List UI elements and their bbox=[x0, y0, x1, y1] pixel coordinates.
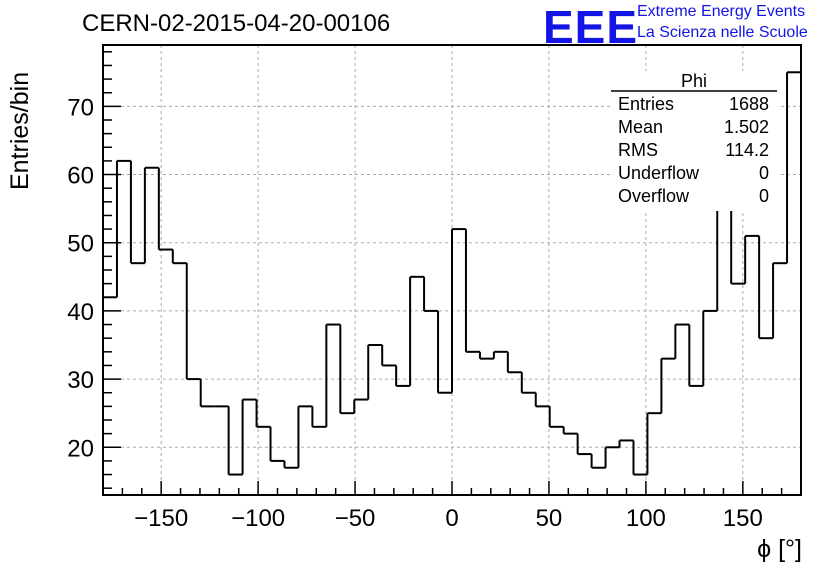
y-tick-label: 20 bbox=[67, 435, 94, 462]
x-axis-label: ϕ [°] bbox=[757, 535, 802, 563]
stats-label: RMS bbox=[618, 140, 658, 160]
axis-ticks bbox=[103, 51, 783, 495]
y-axis-label: Entries/bin bbox=[6, 71, 34, 190]
x-tick-label: −50 bbox=[335, 505, 376, 532]
x-tick-label: 100 bbox=[626, 505, 666, 532]
eee-subtitle-line2: La Scienza nelle Scuole bbox=[637, 24, 808, 41]
eee-logo: EEE bbox=[543, 1, 639, 53]
stats-value: 1688 bbox=[729, 94, 769, 114]
stats-title: Phi bbox=[681, 71, 707, 91]
y-tick-label: 60 bbox=[67, 163, 94, 190]
y-tick-label: 50 bbox=[67, 231, 94, 258]
histogram-series bbox=[103, 71, 801, 476]
stats-value: 0 bbox=[759, 163, 769, 183]
x-tick-label: 0 bbox=[445, 505, 458, 532]
stats-value: 0 bbox=[759, 186, 769, 206]
y-axis-label-box: Entries/bin bbox=[6, 40, 36, 190]
x-tick-label: −150 bbox=[134, 505, 188, 532]
tick-labels: −150 −100 −50 0 50 100 150 20 30 40 50 60 70 bbox=[67, 94, 763, 532]
run-title: CERN-02-2015-04-20-00106 bbox=[82, 10, 391, 37]
stats-label: Overflow bbox=[618, 186, 690, 206]
x-tick-label: 150 bbox=[723, 505, 763, 532]
x-tick-label: 50 bbox=[536, 505, 563, 532]
stats-label: Mean bbox=[618, 117, 663, 137]
y-tick-label: 70 bbox=[67, 94, 94, 121]
eee-subtitle-line1: Extreme Energy Events bbox=[637, 3, 806, 20]
stats-box-background bbox=[610, 71, 778, 211]
stats-label: Underflow bbox=[618, 163, 700, 183]
x-tick-label: −100 bbox=[231, 505, 285, 532]
y-tick-label: 30 bbox=[67, 367, 94, 394]
stats-box: Phi Entries 1688 Mean 1.502 RMS 114.2 Underflow… bbox=[610, 71, 778, 211]
stats-label: Entries bbox=[618, 94, 674, 114]
stats-value: 1.502 bbox=[724, 117, 769, 137]
stats-value: 114.2 bbox=[725, 140, 769, 160]
y-tick-label: 40 bbox=[67, 299, 94, 326]
